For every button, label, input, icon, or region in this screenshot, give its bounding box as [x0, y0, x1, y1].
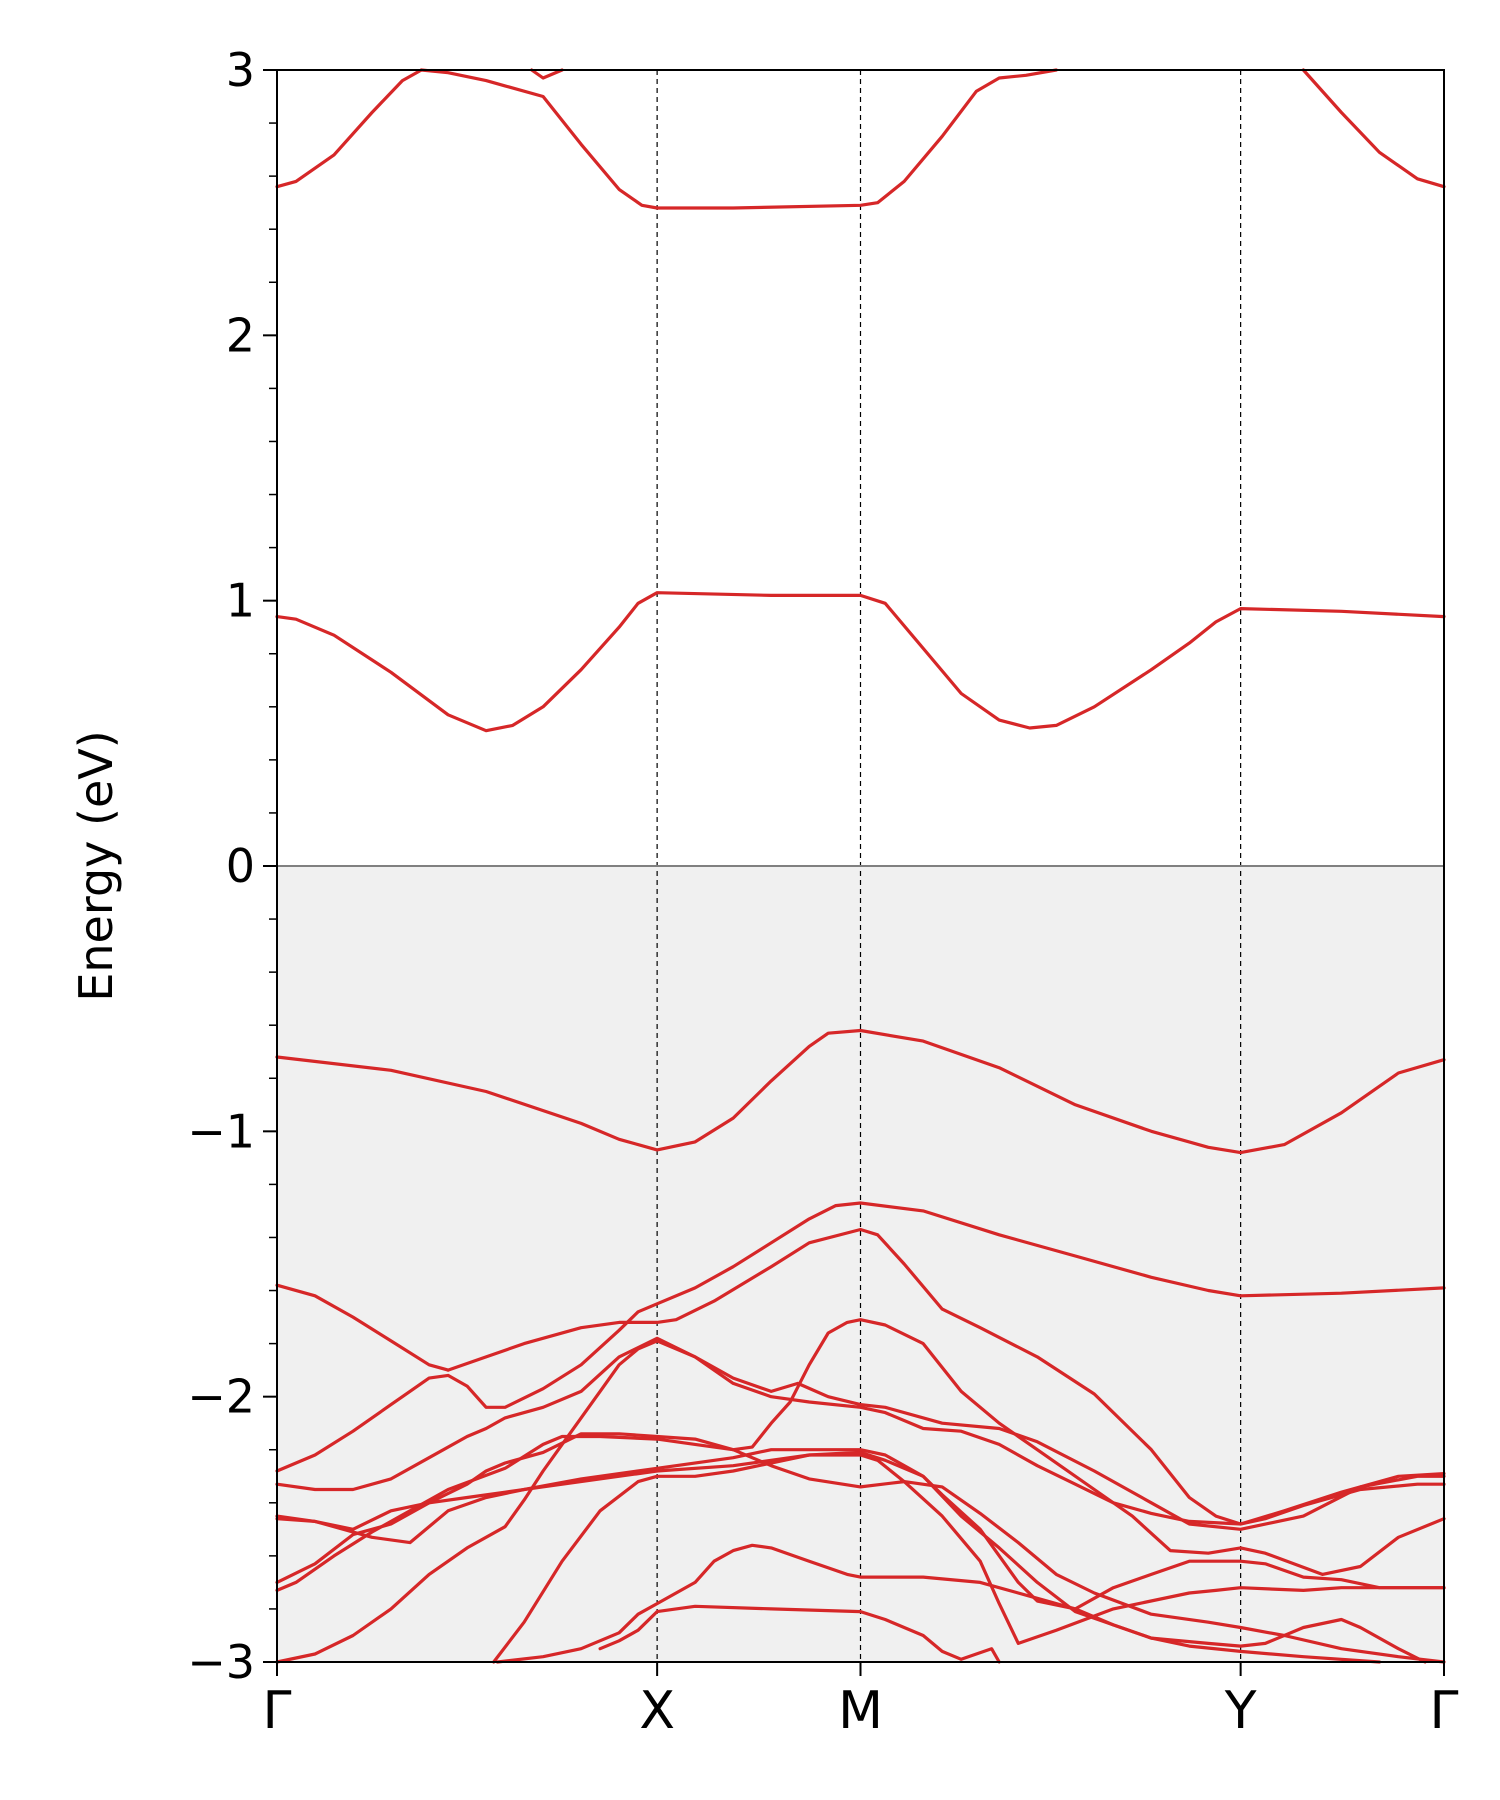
band-line — [275, 1318, 1446, 1592]
bands — [275, 68, 1446, 1664]
y-tick-label: 1 — [226, 574, 255, 628]
band-line — [598, 1604, 1001, 1664]
band-line — [1301, 68, 1446, 189]
band-line — [530, 68, 564, 80]
y-tick-label: 0 — [226, 839, 255, 893]
band-line — [275, 1283, 450, 1372]
y-tick-label: 3 — [226, 43, 255, 97]
x-tick-label: M — [838, 1681, 883, 1741]
band-line — [275, 1453, 1446, 1645]
band-line — [275, 591, 1446, 733]
y-tick-label: −2 — [187, 1370, 255, 1424]
band-line — [419, 68, 1058, 210]
band-line — [275, 1028, 1446, 1155]
y-ticks: −3 −2 −1 0 1 2 3 — [187, 43, 277, 1689]
band-line — [275, 1339, 1446, 1664]
y-tick-label: −3 — [187, 1635, 255, 1689]
y-tick-label: −1 — [187, 1104, 255, 1158]
band-line — [275, 1432, 1446, 1664]
band-line — [495, 1543, 1381, 1664]
x-tick-label: X — [639, 1681, 675, 1741]
x-tick-label: Γ — [1430, 1681, 1459, 1741]
band-line — [275, 1336, 1446, 1531]
x-tick-label: Y — [1224, 1681, 1257, 1741]
x-tick-label: Γ — [263, 1681, 292, 1741]
y-axis-label: Energy (eV) — [69, 730, 123, 1001]
y-tick-label: 2 — [226, 308, 255, 362]
occupied-shading — [277, 866, 1444, 1662]
band-line — [492, 1450, 1427, 1664]
band-line — [275, 68, 423, 189]
band-line — [275, 1201, 1446, 1473]
